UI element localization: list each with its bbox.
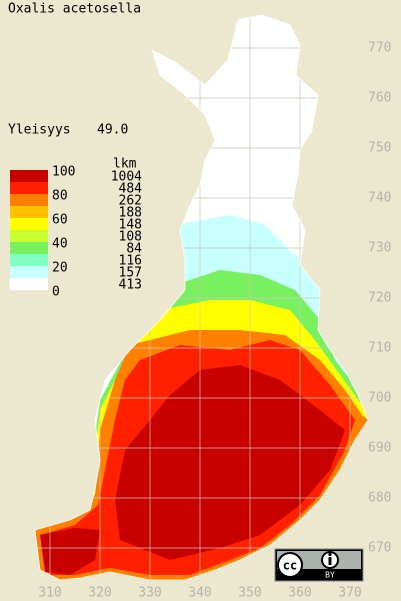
legend-class-label: 80 <box>52 189 68 204</box>
legend-class-label: 100 <box>52 165 75 180</box>
northing-label: 670 <box>368 541 391 556</box>
legend-swatch <box>10 242 48 254</box>
northing-label: 730 <box>368 241 391 256</box>
legend-count: 1004 <box>111 170 142 185</box>
legend-swatch <box>10 206 48 218</box>
license-terms: BY <box>325 571 335 580</box>
count-header: lkm <box>113 157 137 172</box>
northing-label: 720 <box>368 291 391 306</box>
northing-label: 760 <box>368 91 391 106</box>
legend-count: 116 <box>119 254 142 269</box>
legend-count: 108 <box>119 230 142 245</box>
legend-swatch <box>10 230 48 242</box>
legend-class-label: 0 <box>52 285 60 300</box>
legend-swatch <box>10 254 48 266</box>
frequency-value: 49.0 <box>97 123 128 138</box>
title: Oxalis acetosella <box>8 2 141 17</box>
legend: lkm 100 80 60 40 20 0 100448426218814810884116… <box>10 157 142 300</box>
legend-swatch <box>10 278 48 290</box>
northing-label: 710 <box>368 341 391 356</box>
legend-count: 484 <box>119 182 143 197</box>
legend-count: 148 <box>119 218 142 233</box>
northing-label: 740 <box>368 191 391 206</box>
legend-count: 262 <box>119 194 142 209</box>
legend-count: 84 <box>126 242 142 257</box>
northing-label: 680 <box>368 491 391 506</box>
legend-class-label: 20 <box>52 261 68 276</box>
zone <box>115 365 345 560</box>
frequency-label: Yleisyys <box>8 123 71 138</box>
legend-count: 188 <box>119 206 142 221</box>
legend-swatch <box>10 218 48 230</box>
legend-swatch <box>10 194 48 206</box>
easting-label: 320 <box>88 586 111 601</box>
northing-label: 750 <box>368 141 391 156</box>
legend-class-label: 40 <box>52 237 68 252</box>
license-icon: cc <box>283 559 297 573</box>
easting-label: 370 <box>338 586 361 601</box>
legend-count: 157 <box>119 266 142 281</box>
easting-label: 340 <box>188 586 211 601</box>
northing-label: 700 <box>368 391 391 406</box>
easting-label: 310 <box>38 586 61 601</box>
legend-swatch <box>10 170 48 182</box>
easting-label: 330 <box>138 586 161 601</box>
license-badge: cc BY <box>274 548 364 582</box>
northing-label: 690 <box>368 441 391 456</box>
legend-swatch <box>10 182 48 194</box>
northing-label: 770 <box>368 41 391 56</box>
legend-count: 413 <box>119 278 142 293</box>
easting-label: 360 <box>288 586 311 601</box>
easting-label: 350 <box>238 586 261 601</box>
zone <box>40 528 100 575</box>
legend-swatch <box>10 266 48 278</box>
legend-class-label: 60 <box>52 213 68 228</box>
